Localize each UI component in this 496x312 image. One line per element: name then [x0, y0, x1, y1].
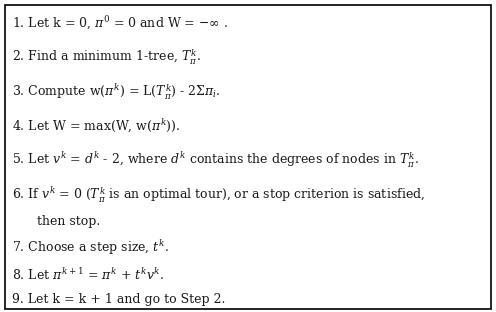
Text: 3. Compute w($\pi^k$) = L($T_{\pi}^{k}$) - 2$\Sigma\pi_i$.: 3. Compute w($\pi^k$) = L($T_{\pi}^{k}$)…: [12, 82, 221, 102]
Text: 5. Let $v^k$ = $d^k$ - 2, where $d^k$ contains the degrees of nodes in $T_{\pi}^: 5. Let $v^k$ = $d^k$ - 2, where $d^k$ co…: [12, 151, 419, 170]
Text: then stop.: then stop.: [37, 215, 101, 228]
Text: 2. Find a minimum 1-tree, $T_{\pi}^{k}$.: 2. Find a minimum 1-tree, $T_{\pi}^{k}$.: [12, 48, 202, 67]
Text: 4. Let W = max(W, w($\pi^k$)).: 4. Let W = max(W, w($\pi^k$)).: [12, 118, 181, 135]
Text: 1. Let k = 0, $\pi^0$ = 0 and W = $-\infty$ .: 1. Let k = 0, $\pi^0$ = 0 and W = $-\inf…: [12, 15, 228, 32]
Text: 8. Let $\pi^{k+1}$ = $\pi^k$ + $t^k v^k$.: 8. Let $\pi^{k+1}$ = $\pi^k$ + $t^k v^k$…: [12, 267, 165, 282]
FancyBboxPatch shape: [5, 5, 491, 309]
Text: 9. Let k = k + 1 and go to Step 2.: 9. Let k = k + 1 and go to Step 2.: [12, 293, 226, 306]
Text: 7. Choose a step size, $t^k$.: 7. Choose a step size, $t^k$.: [12, 239, 170, 257]
Text: 6. If $v^k$ = 0 ($T_{\pi}^{k}$ is an optimal tour), or a stop criterion is satis: 6. If $v^k$ = 0 ($T_{\pi}^{k}$ is an opt…: [12, 185, 426, 205]
